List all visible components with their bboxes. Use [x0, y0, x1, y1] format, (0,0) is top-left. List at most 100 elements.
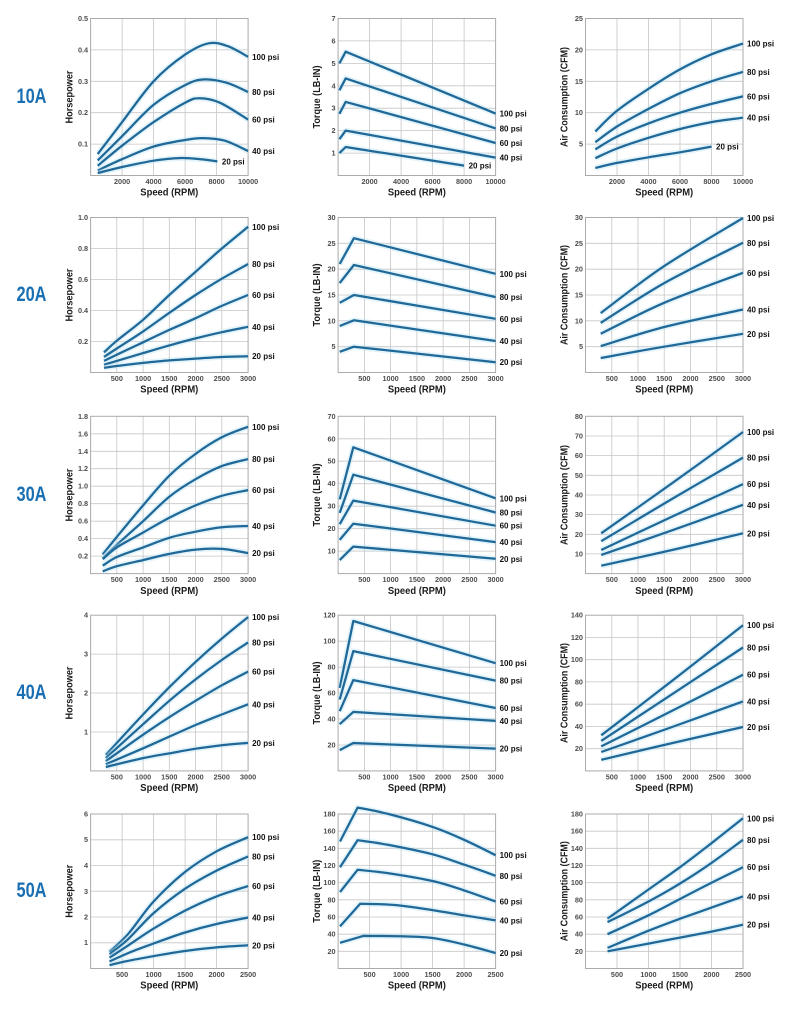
svg-text:0.4: 0.4 [78, 534, 89, 543]
svg-text:5: 5 [84, 835, 88, 844]
svg-text:8000: 8000 [456, 177, 472, 186]
svg-text:40 psi: 40 psi [747, 892, 770, 901]
svg-text:500: 500 [606, 374, 618, 383]
svg-text:20 psi: 20 psi [747, 921, 770, 930]
svg-text:3: 3 [84, 650, 88, 659]
svg-text:500: 500 [611, 970, 623, 979]
svg-text:0.4: 0.4 [78, 306, 89, 315]
svg-text:2000: 2000 [682, 773, 698, 782]
svg-text:20: 20 [327, 947, 335, 956]
svg-text:1: 1 [332, 149, 336, 158]
svg-text:2000: 2000 [114, 177, 130, 186]
svg-text:2500: 2500 [709, 374, 725, 383]
svg-text:0.2: 0.2 [78, 108, 88, 117]
svg-text:1000: 1000 [630, 374, 646, 383]
svg-text:1.0: 1.0 [78, 213, 88, 222]
svg-text:Horsepower: Horsepower [65, 666, 76, 719]
svg-text:20: 20 [575, 947, 583, 956]
svg-text:Speed (RPM): Speed (RPM) [140, 385, 198, 396]
svg-text:40 psi: 40 psi [252, 700, 275, 709]
svg-text:60 psi: 60 psi [500, 704, 523, 713]
svg-text:120: 120 [323, 611, 335, 620]
svg-text:1: 1 [84, 938, 88, 947]
svg-text:100 psi: 100 psi [747, 214, 774, 223]
svg-text:80 psi: 80 psi [747, 836, 770, 845]
svg-text:Air Consumption (CFM): Air Consumption (CFM) [559, 445, 570, 545]
svg-text:80: 80 [327, 663, 335, 672]
svg-text:5: 5 [332, 59, 336, 68]
svg-text:40 psi: 40 psi [500, 538, 523, 547]
svg-text:100: 100 [571, 878, 583, 887]
svg-text:40: 40 [327, 479, 335, 488]
svg-text:500: 500 [358, 773, 370, 782]
svg-text:2500: 2500 [214, 374, 230, 383]
svg-text:2000: 2000 [682, 575, 698, 584]
svg-text:0.8: 0.8 [78, 244, 88, 253]
svg-text:80 psi: 80 psi [500, 509, 523, 518]
svg-text:2500: 2500 [461, 773, 477, 782]
svg-text:20 psi: 20 psi [747, 529, 770, 538]
svg-text:100 psi: 100 psi [252, 53, 279, 62]
svg-text:2: 2 [84, 913, 88, 922]
svg-text:40 psi: 40 psi [252, 147, 275, 156]
svg-text:1000: 1000 [630, 773, 646, 782]
svg-text:100 psi: 100 psi [500, 851, 527, 860]
svg-text:40 psi: 40 psi [252, 522, 275, 531]
svg-text:3000: 3000 [735, 374, 751, 383]
svg-text:40 psi: 40 psi [500, 337, 523, 346]
svg-text:20: 20 [575, 744, 583, 753]
svg-text:80: 80 [575, 412, 583, 421]
svg-text:Horsepower: Horsepower [64, 268, 75, 321]
svg-text:2000: 2000 [187, 773, 203, 782]
svg-text:Speed (RPM): Speed (RPM) [388, 385, 446, 396]
svg-text:60: 60 [327, 434, 335, 443]
svg-text:40: 40 [327, 715, 335, 724]
svg-text:3: 3 [84, 887, 88, 896]
svg-text:Air Consumption (CFM): Air Consumption (CFM) [559, 47, 570, 147]
svg-text:20 psi: 20 psi [469, 161, 492, 170]
svg-text:Speed (RPM): Speed (RPM) [388, 981, 446, 992]
svg-text:100 psi: 100 psi [500, 659, 527, 668]
svg-text:50A: 50A [17, 879, 47, 902]
svg-text:2000: 2000 [609, 177, 625, 186]
svg-text:60 psi: 60 psi [500, 898, 523, 907]
svg-text:20 psi: 20 psi [252, 739, 275, 748]
svg-text:2500: 2500 [240, 970, 256, 979]
svg-text:40 psi: 40 psi [252, 914, 275, 923]
svg-text:1500: 1500 [161, 374, 177, 383]
svg-text:6000: 6000 [424, 177, 440, 186]
svg-text:1500: 1500 [161, 773, 177, 782]
svg-text:500: 500 [358, 575, 370, 584]
svg-text:6: 6 [84, 810, 88, 819]
svg-text:40A: 40A [17, 681, 47, 704]
svg-text:80 psi: 80 psi [747, 68, 770, 77]
svg-text:10: 10 [575, 316, 583, 325]
svg-text:1.8: 1.8 [78, 412, 88, 421]
svg-text:1000: 1000 [135, 575, 151, 584]
svg-text:2000: 2000 [435, 575, 451, 584]
svg-text:Speed (RPM): Speed (RPM) [140, 783, 198, 794]
svg-text:10000: 10000 [485, 177, 505, 186]
svg-text:1000: 1000 [382, 374, 398, 383]
svg-text:25: 25 [327, 239, 335, 248]
svg-text:20 psi: 20 psi [500, 949, 523, 958]
svg-text:60 psi: 60 psi [747, 269, 770, 278]
svg-text:0.5: 0.5 [78, 14, 88, 23]
svg-text:4000: 4000 [145, 177, 161, 186]
svg-text:20 psi: 20 psi [222, 157, 245, 166]
svg-text:60 psi: 60 psi [747, 480, 770, 489]
svg-text:8000: 8000 [703, 177, 719, 186]
svg-text:20 psi: 20 psi [252, 941, 275, 950]
svg-text:2000: 2000 [682, 374, 698, 383]
svg-text:60 psi: 60 psi [747, 863, 770, 872]
svg-text:10A: 10A [17, 85, 47, 108]
svg-text:Speed (RPM): Speed (RPM) [635, 783, 693, 794]
svg-text:0.2: 0.2 [78, 552, 88, 561]
svg-text:3000: 3000 [735, 575, 751, 584]
svg-text:80: 80 [575, 895, 583, 904]
svg-text:120: 120 [571, 861, 583, 870]
svg-text:120: 120 [323, 861, 335, 870]
svg-text:500: 500 [358, 374, 370, 383]
svg-text:3000: 3000 [240, 374, 256, 383]
svg-text:20: 20 [327, 524, 335, 533]
